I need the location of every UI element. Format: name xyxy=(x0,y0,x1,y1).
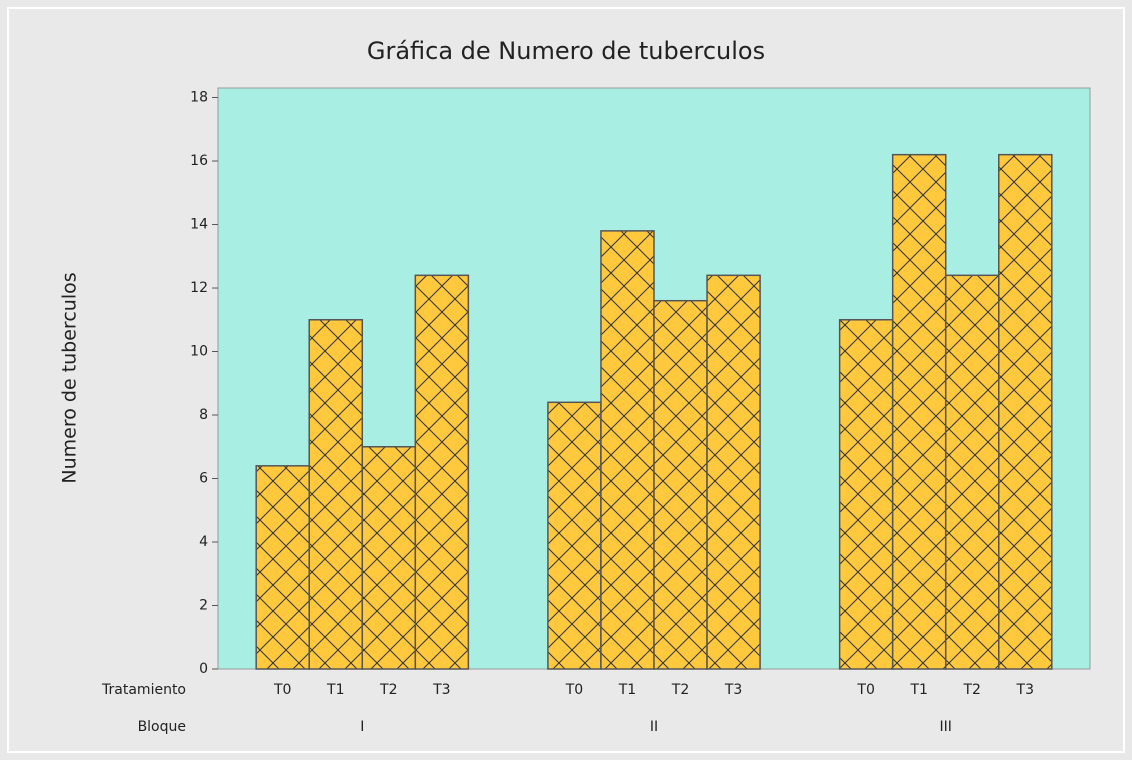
bar xyxy=(653,299,708,670)
y-tick-label: 8 xyxy=(199,407,208,423)
category-row-label: Tratamiento xyxy=(101,682,186,698)
y-tick-label: 16 xyxy=(190,153,208,169)
x-tick-label: T1 xyxy=(909,682,927,698)
bar xyxy=(998,153,1053,670)
group-label: II xyxy=(650,719,658,735)
bar xyxy=(361,446,417,670)
x-tick-label: T3 xyxy=(432,682,450,698)
bar xyxy=(891,153,947,670)
y-axis-label: Numero de tuberculos xyxy=(59,272,81,483)
x-tick-label: T0 xyxy=(273,682,291,698)
y-tick-label: 10 xyxy=(190,344,208,360)
bar xyxy=(414,274,470,670)
bar xyxy=(547,401,602,670)
x-tick-label: T1 xyxy=(326,682,344,698)
group-label: III xyxy=(940,719,952,735)
x-tick-label: T3 xyxy=(1016,682,1034,698)
group-label: I xyxy=(360,719,364,735)
x-tick-label: T0 xyxy=(856,682,874,698)
y-tick-label: 2 xyxy=(199,598,208,614)
x-tick-label: T1 xyxy=(618,682,636,698)
x-tick-label: T3 xyxy=(724,682,742,698)
bar xyxy=(600,230,655,670)
x-tick-label: T0 xyxy=(565,682,583,698)
y-tick-label: 18 xyxy=(190,90,208,106)
y-tick-label: 12 xyxy=(190,280,208,296)
x-tick-label: T2 xyxy=(963,682,981,698)
bar xyxy=(308,319,364,670)
y-tick-label: 4 xyxy=(199,534,208,550)
chart-title: Gráfica de Numero de tuberculos xyxy=(367,37,765,65)
y-tick-label: 0 xyxy=(199,661,208,677)
series-row-label: Bloque xyxy=(138,719,186,735)
y-tick-label: 14 xyxy=(190,217,208,233)
y-tick-label: 6 xyxy=(199,471,208,487)
bar xyxy=(706,274,761,670)
bar xyxy=(838,319,894,670)
bar xyxy=(255,465,310,670)
x-tick-label: T2 xyxy=(379,682,397,698)
x-tick-label: T2 xyxy=(671,682,689,698)
bar xyxy=(944,274,1000,670)
